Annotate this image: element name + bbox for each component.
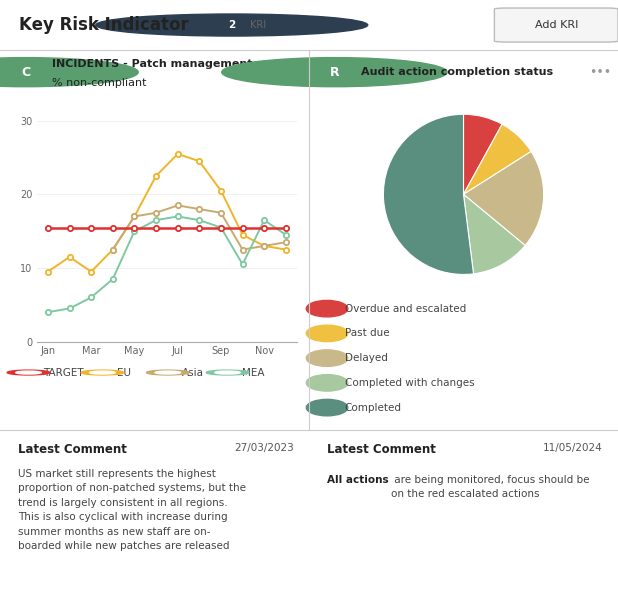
Text: All actions: All actions <box>327 475 389 485</box>
Circle shape <box>0 58 138 87</box>
Circle shape <box>307 325 348 342</box>
Text: TARGET: TARGET <box>43 368 83 378</box>
Text: KRI: KRI <box>250 20 266 30</box>
Text: 27/03/2023: 27/03/2023 <box>234 444 294 454</box>
FancyBboxPatch shape <box>494 8 618 42</box>
Circle shape <box>307 399 348 416</box>
Text: Past due: Past due <box>345 329 389 338</box>
Circle shape <box>214 371 240 374</box>
Wedge shape <box>464 114 502 194</box>
Circle shape <box>307 350 348 366</box>
Text: Add KRI: Add KRI <box>535 20 578 30</box>
Text: Overdue and escalated: Overdue and escalated <box>345 304 466 313</box>
Wedge shape <box>464 151 544 246</box>
Text: •••: ••• <box>589 65 611 79</box>
Text: are being monitored, focus should be
on the red escalated actions: are being monitored, focus should be on … <box>391 475 590 499</box>
Text: % non-compliant: % non-compliant <box>52 78 146 88</box>
Text: Completed: Completed <box>345 403 402 412</box>
Circle shape <box>155 371 180 374</box>
Text: 11/05/2024: 11/05/2024 <box>543 444 603 454</box>
Text: Asia: Asia <box>182 368 204 378</box>
Text: R: R <box>329 65 339 79</box>
Text: Latest Comment: Latest Comment <box>18 444 127 456</box>
Text: •••: ••• <box>277 65 299 79</box>
Text: Completed with changes: Completed with changes <box>345 378 475 388</box>
Circle shape <box>7 370 50 375</box>
Wedge shape <box>464 194 525 274</box>
Circle shape <box>81 370 124 375</box>
Circle shape <box>307 375 348 391</box>
Text: MEA: MEA <box>242 368 265 378</box>
Text: Latest Comment: Latest Comment <box>327 444 436 456</box>
Text: C: C <box>21 65 30 79</box>
Circle shape <box>222 58 447 87</box>
Circle shape <box>307 300 348 317</box>
Wedge shape <box>383 114 473 274</box>
Circle shape <box>96 14 368 36</box>
Circle shape <box>90 371 115 374</box>
Text: EU: EU <box>117 368 130 378</box>
Text: Key Risk Indicator: Key Risk Indicator <box>19 16 188 34</box>
Text: INCIDENTS - Patch management: INCIDENTS - Patch management <box>52 59 253 70</box>
Text: Delayed: Delayed <box>345 353 387 363</box>
Circle shape <box>15 371 41 374</box>
Text: Audit action completion status: Audit action completion status <box>361 67 553 77</box>
Circle shape <box>146 370 189 375</box>
Wedge shape <box>464 124 531 194</box>
Circle shape <box>206 370 249 375</box>
Text: US market still represents the highest
proportion of non-patched systems, but th: US market still represents the highest p… <box>18 469 246 551</box>
Text: 2: 2 <box>228 20 235 30</box>
